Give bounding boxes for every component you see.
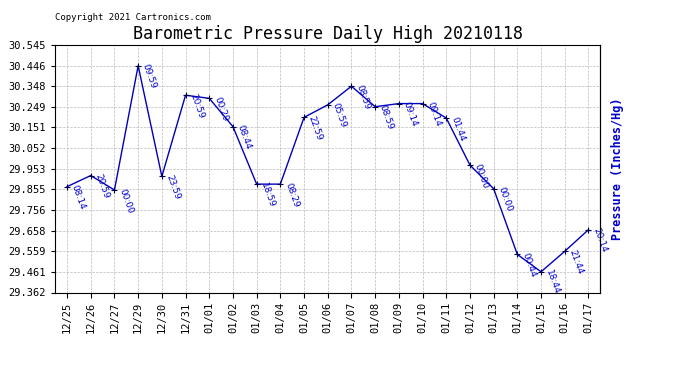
Text: 20:14: 20:14 [591,227,609,254]
Text: 00:00: 00:00 [496,186,514,213]
Text: 20:59: 20:59 [188,92,206,120]
Text: 00:44: 00:44 [520,252,538,279]
Text: 00:29: 00:29 [212,96,229,123]
Text: 01:44: 01:44 [449,115,466,142]
Text: 09:14: 09:14 [402,101,419,128]
Text: 21:44: 21:44 [568,249,584,276]
Text: 05:59: 05:59 [331,102,348,129]
Text: 08:29: 08:29 [283,182,300,209]
Text: 18:44: 18:44 [544,269,561,296]
Text: 08:14: 08:14 [70,184,87,211]
Text: 00:00: 00:00 [473,162,490,190]
Text: 09:59: 09:59 [141,63,158,90]
Title: Barometric Pressure Daily High 20210118: Barometric Pressure Daily High 20210118 [132,26,523,44]
Text: 08:44: 08:44 [236,124,253,151]
Text: 09:14: 09:14 [425,101,442,128]
Text: 00:00: 00:00 [117,187,135,214]
Text: 20:59: 20:59 [94,173,111,200]
Y-axis label: Pressure (Inches/Hg): Pressure (Inches/Hg) [611,98,624,240]
Text: 22:59: 22:59 [307,115,324,142]
Text: 23:59: 23:59 [165,174,182,201]
Text: 18:59: 18:59 [259,182,277,209]
Text: 08:59: 08:59 [354,83,371,111]
Text: 08:59: 08:59 [378,104,395,131]
Text: Copyright 2021 Cartronics.com: Copyright 2021 Cartronics.com [55,13,211,22]
